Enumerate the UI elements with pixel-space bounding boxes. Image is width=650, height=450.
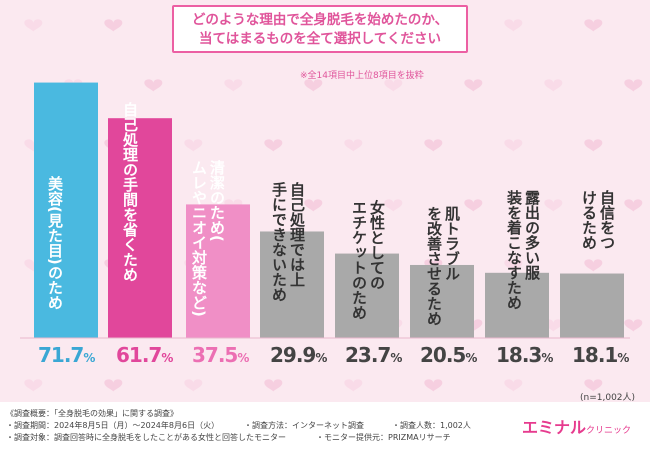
heart-icon xyxy=(424,379,443,392)
heart-icon xyxy=(264,139,283,152)
heart-icon xyxy=(24,19,43,32)
heart-icon xyxy=(544,79,563,92)
footer-provider: ・モニター提供元：PRIZMAリサーチ xyxy=(316,433,451,442)
footer-period: ・調査期間：2024年8月5日（月）～2024年8月6日（火） xyxy=(6,421,220,430)
heart-icon xyxy=(424,139,443,152)
heart-icon xyxy=(344,379,363,392)
category-label-7: 露出の多い服 装を着こなすため xyxy=(505,190,541,310)
heart-icon xyxy=(584,259,603,272)
category-label-5: 女性としての エチケットのため xyxy=(350,200,386,320)
value-label-5: 23.7% xyxy=(345,343,402,367)
category-label-8: 自信をつ けるため xyxy=(580,190,616,250)
heart-icon xyxy=(584,19,603,32)
heart-icon xyxy=(584,139,603,152)
heart-icon xyxy=(624,199,643,212)
value-label-2: 61.7% xyxy=(116,343,173,367)
heart-icon xyxy=(384,199,403,212)
heart-icon xyxy=(264,379,283,392)
bar-8 xyxy=(560,273,624,338)
heart-icon xyxy=(104,379,123,392)
heart-icon xyxy=(184,379,203,392)
bar-7 xyxy=(485,272,549,338)
heart-icon xyxy=(144,79,163,92)
question-line-1: どのような理由で全身脱毛を始めたのか、 xyxy=(191,12,449,28)
bar-2 xyxy=(108,118,172,338)
bar-3 xyxy=(186,204,250,338)
bar-5 xyxy=(335,253,399,338)
heart-icon xyxy=(344,139,363,152)
heart-icon xyxy=(304,199,323,212)
heart-icon xyxy=(504,259,523,272)
heart-icon xyxy=(24,379,43,392)
logo-sub: クリニック xyxy=(586,426,632,436)
category-label-4: 自己処理では上 手にできないため xyxy=(270,182,306,302)
footer-method: ・調査方法：インターネット調査 xyxy=(244,421,364,430)
clinic-logo: エミナルクリニック xyxy=(522,414,631,438)
question-line-2: 当てはまるものを全て選択してください xyxy=(199,31,441,47)
value-label-8: 18.1% xyxy=(572,343,629,367)
footer-target: ・調査対象：調査回答時に全身脱毛をしたことがある女性と回答したモニター xyxy=(6,433,286,442)
heart-icon xyxy=(384,79,403,92)
footer-overview: 《調査概要：「全身脱毛の効果」に関する調査》 xyxy=(6,409,178,418)
value-label-3: 37.5% xyxy=(192,343,249,367)
sample-size-note: (n=1,002人) xyxy=(580,393,636,403)
heart-icon xyxy=(624,319,643,332)
heart-icon xyxy=(504,139,523,152)
category-label-3: 清潔のため( ムレやニオイ対策など) xyxy=(190,160,226,317)
question-box: どのような理由で全身脱毛を始めたのか、 当てはまるものを全て選択してください xyxy=(172,5,468,53)
heart-icon xyxy=(624,79,643,92)
footer-count: ・調査人数：1,002人 xyxy=(392,421,471,430)
heart-icon xyxy=(464,199,483,212)
bar-1 xyxy=(34,82,98,338)
heart-icon xyxy=(224,79,243,92)
logo-main: エミナル xyxy=(522,418,587,437)
bar-6 xyxy=(410,264,474,338)
bar-4 xyxy=(260,231,324,338)
category-label-6: 肌トラブル を改善させるため xyxy=(425,206,461,326)
heart-icon xyxy=(544,199,563,212)
heart-icon xyxy=(184,139,203,152)
value-label-7: 18.3% xyxy=(496,343,553,367)
selection-note: ※全14項目中上位8項目を抜粋 xyxy=(300,71,424,81)
value-label-4: 29.9% xyxy=(270,343,327,367)
heart-icon xyxy=(464,79,483,92)
heart-icon xyxy=(504,379,523,392)
value-label-1: 71.7% xyxy=(38,343,95,367)
heart-icon xyxy=(584,379,603,392)
value-label-6: 20.5% xyxy=(420,343,477,367)
footer: 《調査概要：「全身脱毛の効果」に関する調査》 ・調査期間：2024年8月5日（月… xyxy=(0,402,650,450)
heart-icon xyxy=(104,19,123,32)
heart-icon xyxy=(304,79,323,92)
heart-icon xyxy=(504,19,523,32)
category-label-2: 自己処理の手間を省くため xyxy=(121,102,139,282)
category-label-1: 美容(見た目)のため xyxy=(46,176,64,310)
